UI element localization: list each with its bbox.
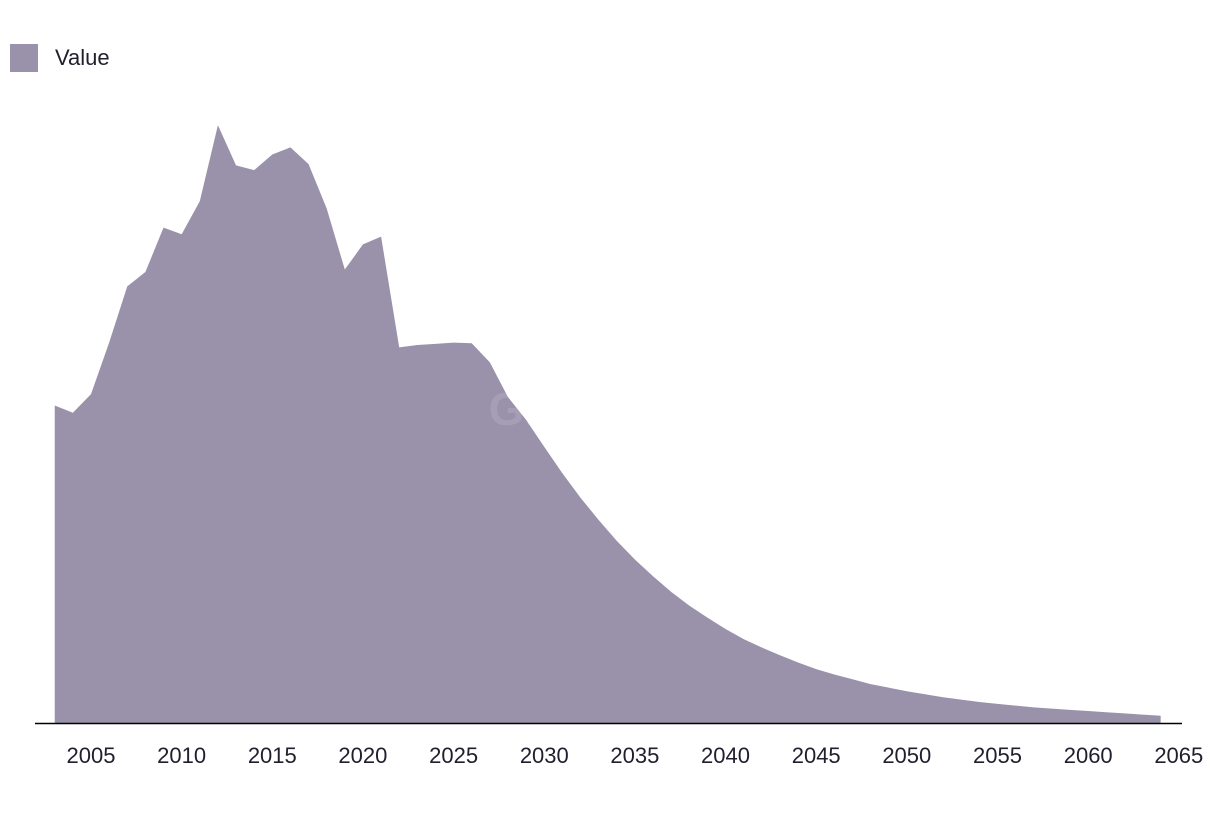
x-tick-label: 2050	[882, 743, 931, 768]
watermark-text: GlobalData	[489, 383, 732, 435]
area-series-value	[54, 125, 1161, 723]
x-tick-label: 2015	[248, 743, 297, 768]
plot-area: GlobalData 2005 2010 2015 2020 2025 2030 2035 2…	[35, 125, 1203, 768]
x-tick-label: 2060	[1064, 743, 1113, 768]
x-tick-label: 2065	[1154, 743, 1203, 768]
x-axis-ticks: 2005 2010 2015 2020 2025 2030 2035 2040 2045 2050…	[67, 743, 1204, 768]
x-tick-label: 2005	[67, 743, 116, 768]
chart-legend: Value	[10, 44, 110, 72]
legend-swatch	[10, 44, 38, 72]
legend-label: Value	[55, 45, 110, 70]
x-tick-label: 2055	[973, 743, 1022, 768]
x-tick-label: 2020	[338, 743, 387, 768]
x-tick-label: 2030	[520, 743, 569, 768]
x-tick-label: 2025	[429, 743, 478, 768]
x-tick-label: 2045	[792, 743, 841, 768]
x-tick-label: 2010	[157, 743, 206, 768]
x-tick-label: 2035	[610, 743, 659, 768]
x-tick-label: 2040	[701, 743, 750, 768]
